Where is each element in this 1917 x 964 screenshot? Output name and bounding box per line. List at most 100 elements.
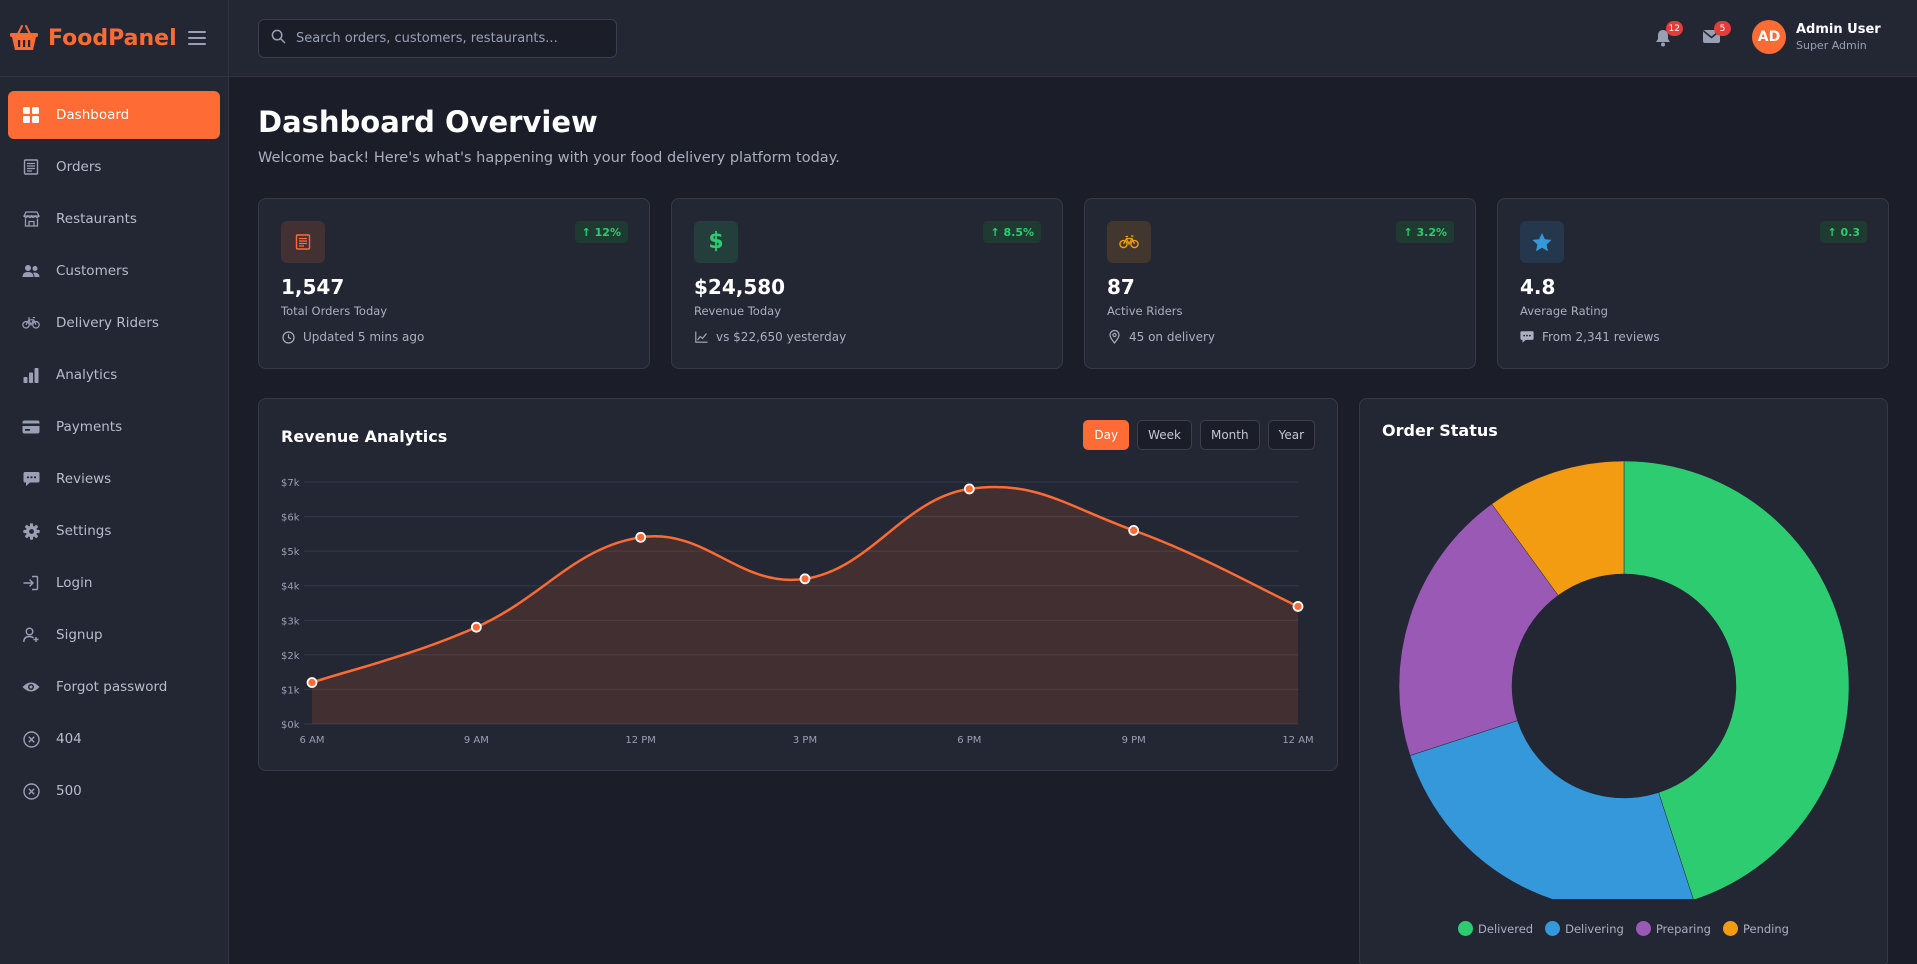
store-icon [22, 210, 40, 228]
y-tick-label: $7k [281, 478, 300, 489]
x-tick-label: 9 AM [464, 735, 489, 746]
sidebar-item-analytics[interactable]: Analytics [8, 351, 220, 399]
sidebar-item-label: Settings [56, 523, 112, 539]
range-toggle: Day Week Month Year [1083, 420, 1315, 450]
gear-icon [22, 522, 40, 540]
data-point [1292, 601, 1304, 612]
user-role: Super Admin [1796, 39, 1867, 52]
stat-footer: 45 on delivery [1107, 330, 1215, 344]
sidebar-item-label: Dashboard [56, 107, 130, 123]
stat-label: Total Orders Today [281, 304, 388, 318]
page-title: Dashboard Overview [258, 105, 598, 139]
dollar-icon: $ [694, 221, 738, 263]
sidebar-item-login[interactable]: Login [8, 559, 220, 607]
notifications-button[interactable]: 12 [1654, 21, 1683, 48]
data-point [963, 483, 975, 495]
data-point [1128, 524, 1140, 536]
legend-label: Delivered [1478, 921, 1534, 936]
x-tick-label: 6 AM [299, 735, 324, 746]
legend-item: Delivered [1458, 921, 1533, 936]
sidebar-item-label: Customers [56, 263, 129, 279]
x-tick-label: 12 PM [625, 735, 656, 746]
x-tick-label: 3 PM [793, 735, 817, 746]
legend-swatch [1545, 921, 1561, 936]
bicycle-icon [22, 314, 40, 332]
user-info: Admin User Super Admin [1796, 22, 1881, 52]
range-week-button[interactable]: Week [1137, 420, 1192, 450]
stat-value: 4.8 [1520, 275, 1556, 299]
clock-icon [281, 330, 295, 344]
trend-line-icon [694, 330, 708, 344]
sidebar-item-settings[interactable]: Settings [8, 507, 220, 555]
trend-badge: ↑ 0.3 [1820, 221, 1867, 243]
search-box[interactable] [258, 19, 617, 58]
search-input[interactable] [296, 31, 596, 46]
area-fill [312, 486, 1298, 724]
sidebar-item-signup[interactable]: Signup [8, 611, 220, 659]
y-tick-label: $4k [281, 582, 300, 593]
legend-swatch [1635, 921, 1651, 936]
sidebar-item-forgot-password[interactable]: Forgot password [8, 663, 220, 711]
stat-footer: vs $22,650 yesterday [694, 330, 846, 344]
legend-label: Delivering [1565, 921, 1624, 936]
bicycle-icon [1107, 221, 1151, 263]
data-point [635, 531, 647, 543]
sidebar-item-payments[interactable]: Payments [8, 403, 220, 451]
panel-title: Revenue Analytics [281, 427, 448, 446]
stat-footer-text: From 2,341 reviews [1542, 330, 1660, 344]
x-tick-label: 6 PM [957, 735, 981, 746]
legend-label: Pending [1742, 921, 1789, 936]
top-header: 12 5 AD Admin User Super Admin [229, 0, 1917, 77]
stat-value: 87 [1107, 275, 1135, 299]
sidebar-item-delivery-riders[interactable]: Delivery Riders [8, 299, 220, 347]
stat-label: Average Rating [1520, 304, 1608, 318]
user-name: Admin User [1796, 22, 1881, 37]
comment-icon [1520, 330, 1534, 344]
location-pin-icon [1107, 330, 1121, 344]
x-circle-icon [22, 730, 40, 748]
notifications-badge: 12 [1665, 21, 1683, 36]
x-circle-icon [22, 782, 40, 800]
sidebar-item-label: Forgot password [56, 679, 168, 695]
star-icon [1520, 221, 1564, 263]
sidebar-item-dashboard[interactable]: Dashboard [8, 91, 220, 139]
receipt-icon [281, 221, 325, 263]
stat-footer: Updated 5 mins ago [281, 330, 424, 344]
donut-slice-pending [1491, 460, 1625, 596]
revenue-line-chart: $0k $1k $2k $3k $4k $5k $6k $7k 6 AM 9 AM 12 PM 3 P… [281, 478, 1314, 746]
eye-icon [22, 678, 40, 696]
sidebar-item-reviews[interactable]: Reviews [8, 455, 220, 503]
sidebar-item-404[interactable]: 404 [8, 715, 220, 763]
trend-badge: ↑ 8.5% [983, 221, 1041, 243]
sidebar-item-label: Restaurants [56, 211, 137, 227]
y-tick-label: $0k [281, 720, 300, 731]
sidebar-item-customers[interactable]: Customers [8, 247, 220, 295]
user-add-icon [22, 626, 40, 644]
data-point [306, 677, 318, 688]
range-year-button[interactable]: Year [1267, 420, 1315, 450]
y-tick-label: $3k [281, 616, 300, 627]
range-day-button[interactable]: Day [1083, 420, 1130, 450]
chart-legend: Delivered Delivering Preparing Pending [1360, 921, 1887, 936]
sidebar-item-restaurants[interactable]: Restaurants [8, 195, 220, 243]
sidebar-item-orders[interactable]: Orders [8, 143, 220, 191]
messages-button[interactable]: 5 [1702, 21, 1731, 48]
comment-icon [22, 470, 40, 488]
stat-footer-text: Updated 5 mins ago [303, 330, 425, 344]
receipt-icon [22, 158, 40, 176]
range-month-button[interactable]: Month [1199, 420, 1260, 450]
sidebar: FoodPanel Dashboard Orders Restaurants Cust… [0, 0, 229, 964]
stat-value: $24,580 [694, 275, 786, 299]
sidebar-item-500[interactable]: 500 [8, 767, 220, 815]
messages-badge: 5 [1714, 21, 1731, 36]
y-tick-label: $1k [281, 685, 300, 696]
stat-value: 1,547 [281, 275, 345, 299]
stat-label: Active Riders [1107, 304, 1183, 318]
bar-chart-icon [22, 366, 40, 384]
sidebar-nav: Dashboard Orders Restaurants Customers Deliv… [0, 77, 228, 815]
basket-icon [8, 22, 40, 54]
menu-toggle-icon[interactable] [188, 31, 206, 45]
brand-name: FoodPanel [48, 25, 177, 51]
y-tick-label: $5k [281, 547, 300, 558]
user-menu[interactable]: AD Admin User Super Admin [1752, 20, 1881, 54]
